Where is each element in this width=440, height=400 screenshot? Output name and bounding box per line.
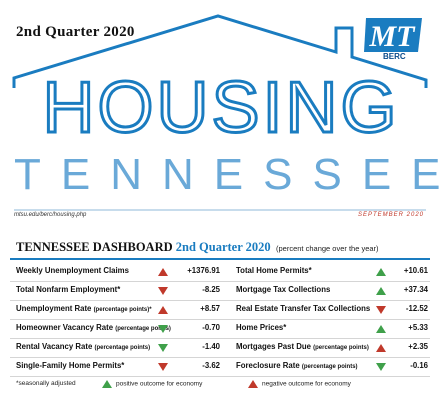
up-arrow-icon (376, 325, 386, 333)
up-arrow-icon (376, 287, 386, 295)
red-triangle-icon (248, 380, 258, 388)
indicator-value: -3.62 (202, 361, 220, 370)
legend-negative-label: negative outcome for economy (262, 380, 351, 388)
indicator-label-text: Home Prices* (236, 323, 287, 332)
indicator-label-sub: (percentage points)* (93, 307, 152, 313)
indicator-label-text: Mortgage Tax Collections (236, 285, 331, 294)
indicator-label-text: Homeowner Vacancy Rate (16, 323, 114, 332)
indicator-row: Unemployment Rate (percentage points)* +8… (16, 304, 220, 318)
publication-date: SEPTEMBER 2020 (357, 212, 424, 218)
indicator-label-text: Mortgages Past Due (236, 342, 311, 351)
indicator-row: Total Home Permits* +10.61 (236, 266, 436, 280)
down-arrow-icon (376, 363, 386, 371)
indicator-label-sub: (percentage points) (115, 326, 171, 332)
indicator-value: -0.70 (202, 323, 220, 332)
down-arrow-icon (158, 363, 168, 371)
up-arrow-icon (158, 306, 168, 314)
indicator-row: Total Nonfarm Employment* -8.25 (16, 285, 220, 299)
indicator-value: -8.25 (202, 285, 220, 294)
indicator-value: +10.61 (403, 266, 428, 275)
indicator-label-text: Real Estate Transfer Tax Collections (236, 304, 371, 313)
indicator-value: +1376.91 (187, 266, 220, 275)
indicator-label: Mortgages Past Due (percentage points) (236, 342, 369, 351)
source-url[interactable]: mtsu.edu/berc/housing.php (14, 212, 87, 218)
indicator-row: Weekly Unemployment Claims +1376.91 (16, 266, 220, 280)
down-arrow-icon (376, 306, 386, 314)
down-arrow-icon (158, 325, 168, 333)
tennessee-dashboard: TENNESSEE DASHBOARD 2nd Quarter 2020 (pe… (0, 232, 440, 400)
indicator-row: Single-Family Home Permits* -3.62 (16, 361, 220, 375)
indicator-row: Real Estate Transfer Tax Collections -12.… (236, 304, 436, 318)
legend-positive-label: positive outcome for economy (116, 380, 203, 388)
indicator-label-sub: (percentage points) (313, 345, 369, 351)
indicator-label: Unemployment Rate (percentage points)* (16, 304, 152, 313)
indicator-label: Real Estate Transfer Tax Collections (236, 304, 370, 313)
indicator-row: Rental Vacancy Rate (percentage points) -… (16, 342, 220, 356)
indicator-value: -12.52 (405, 304, 428, 313)
up-arrow-icon (158, 268, 168, 276)
indicator-label: Total Home Permits* (236, 266, 312, 275)
title-rule (10, 258, 430, 260)
row-divider (10, 357, 430, 358)
indicator-label-text: Weekly Unemployment Claims (16, 266, 129, 275)
legend-negative: negative outcome for economy (248, 380, 351, 388)
indicator-label: Home Prices* (236, 323, 286, 332)
row-divider (10, 376, 430, 377)
legend-positive: positive outcome for economy (102, 380, 202, 388)
dashboard-note: (percent change over the year) (276, 244, 379, 253)
up-arrow-icon (376, 268, 386, 276)
row-divider (10, 300, 430, 301)
row-divider (10, 319, 430, 320)
page-title: HOUSING (41, 67, 400, 150)
green-triangle-icon (102, 380, 112, 388)
row-divider (10, 281, 430, 282)
indicator-value: -0.16 (410, 361, 428, 370)
indicator-row: Mortgages Past Due (percentage points) +2… (236, 342, 436, 356)
indicator-row: Foreclosure Rate (percentage points) -0.1… (236, 361, 436, 375)
svg-text:MT: MT (369, 20, 417, 53)
indicator-value: +8.57 (200, 304, 220, 313)
indicator-label-sub: (percentage points) (94, 345, 151, 351)
indicator-label-text: Unemployment Rate (16, 304, 92, 313)
page-subtitle: TENNESSEE (14, 150, 440, 199)
legend: *seasonally adjusted positive outcome fo… (16, 380, 436, 392)
row-divider (10, 338, 430, 339)
logo-berc-text: BERC (383, 52, 406, 61)
mt-logo-icon: MT (364, 18, 422, 53)
up-arrow-icon (376, 344, 386, 352)
indicator-value: -1.40 (202, 342, 220, 351)
indicator-label-text: Single-Family Home Permits* (16, 361, 125, 370)
indicator-label: Mortgage Tax Collections (236, 285, 330, 294)
down-arrow-icon (158, 344, 168, 352)
indicator-value: +2.35 (408, 342, 428, 351)
down-arrow-icon (158, 287, 168, 295)
indicator-row: Mortgage Tax Collections +37.34 (236, 285, 436, 299)
indicator-row: Home Prices* +5.33 (236, 323, 436, 337)
indicator-label: Single-Family Home Permits* (16, 361, 124, 370)
indicator-row: Homeowner Vacancy Rate (percentage point… (16, 323, 220, 337)
house-outline-graphic (12, 14, 428, 211)
indicator-value: +5.33 (408, 323, 428, 332)
dashboard-title: TENNESSEE DASHBOARD 2nd Quarter 2020 (16, 240, 271, 255)
indicator-label-text: Total Nonfarm Employment* (16, 285, 121, 294)
indicator-label-text: Total Home Permits* (236, 266, 312, 275)
dashboard-title-prefix: TENNESSEE DASHBOARD (16, 240, 173, 254)
dashboard-title-quarter: 2nd Quarter 2020 (175, 240, 271, 254)
legend-footnote: *seasonally adjusted (16, 380, 76, 387)
indicator-label: Total Nonfarm Employment* (16, 285, 120, 294)
indicator-label: Rental Vacancy Rate (percentage points) (16, 342, 150, 351)
report-header: 2nd Quarter 2020 MT BERC HOUSING TENNESS… (12, 14, 440, 218)
indicator-label: Foreclosure Rate (percentage points) (236, 361, 358, 370)
indicator-label-text: Foreclosure Rate (236, 361, 300, 370)
indicator-value: +37.34 (403, 285, 428, 294)
quarter-label: 2nd Quarter 2020 (16, 24, 135, 40)
indicator-label: Homeowner Vacancy Rate (percentage point… (16, 323, 171, 332)
indicator-label-sub: (percentage points) (301, 364, 358, 370)
indicator-label-text: Rental Vacancy Rate (16, 342, 93, 351)
indicator-label: Weekly Unemployment Claims (16, 266, 129, 275)
